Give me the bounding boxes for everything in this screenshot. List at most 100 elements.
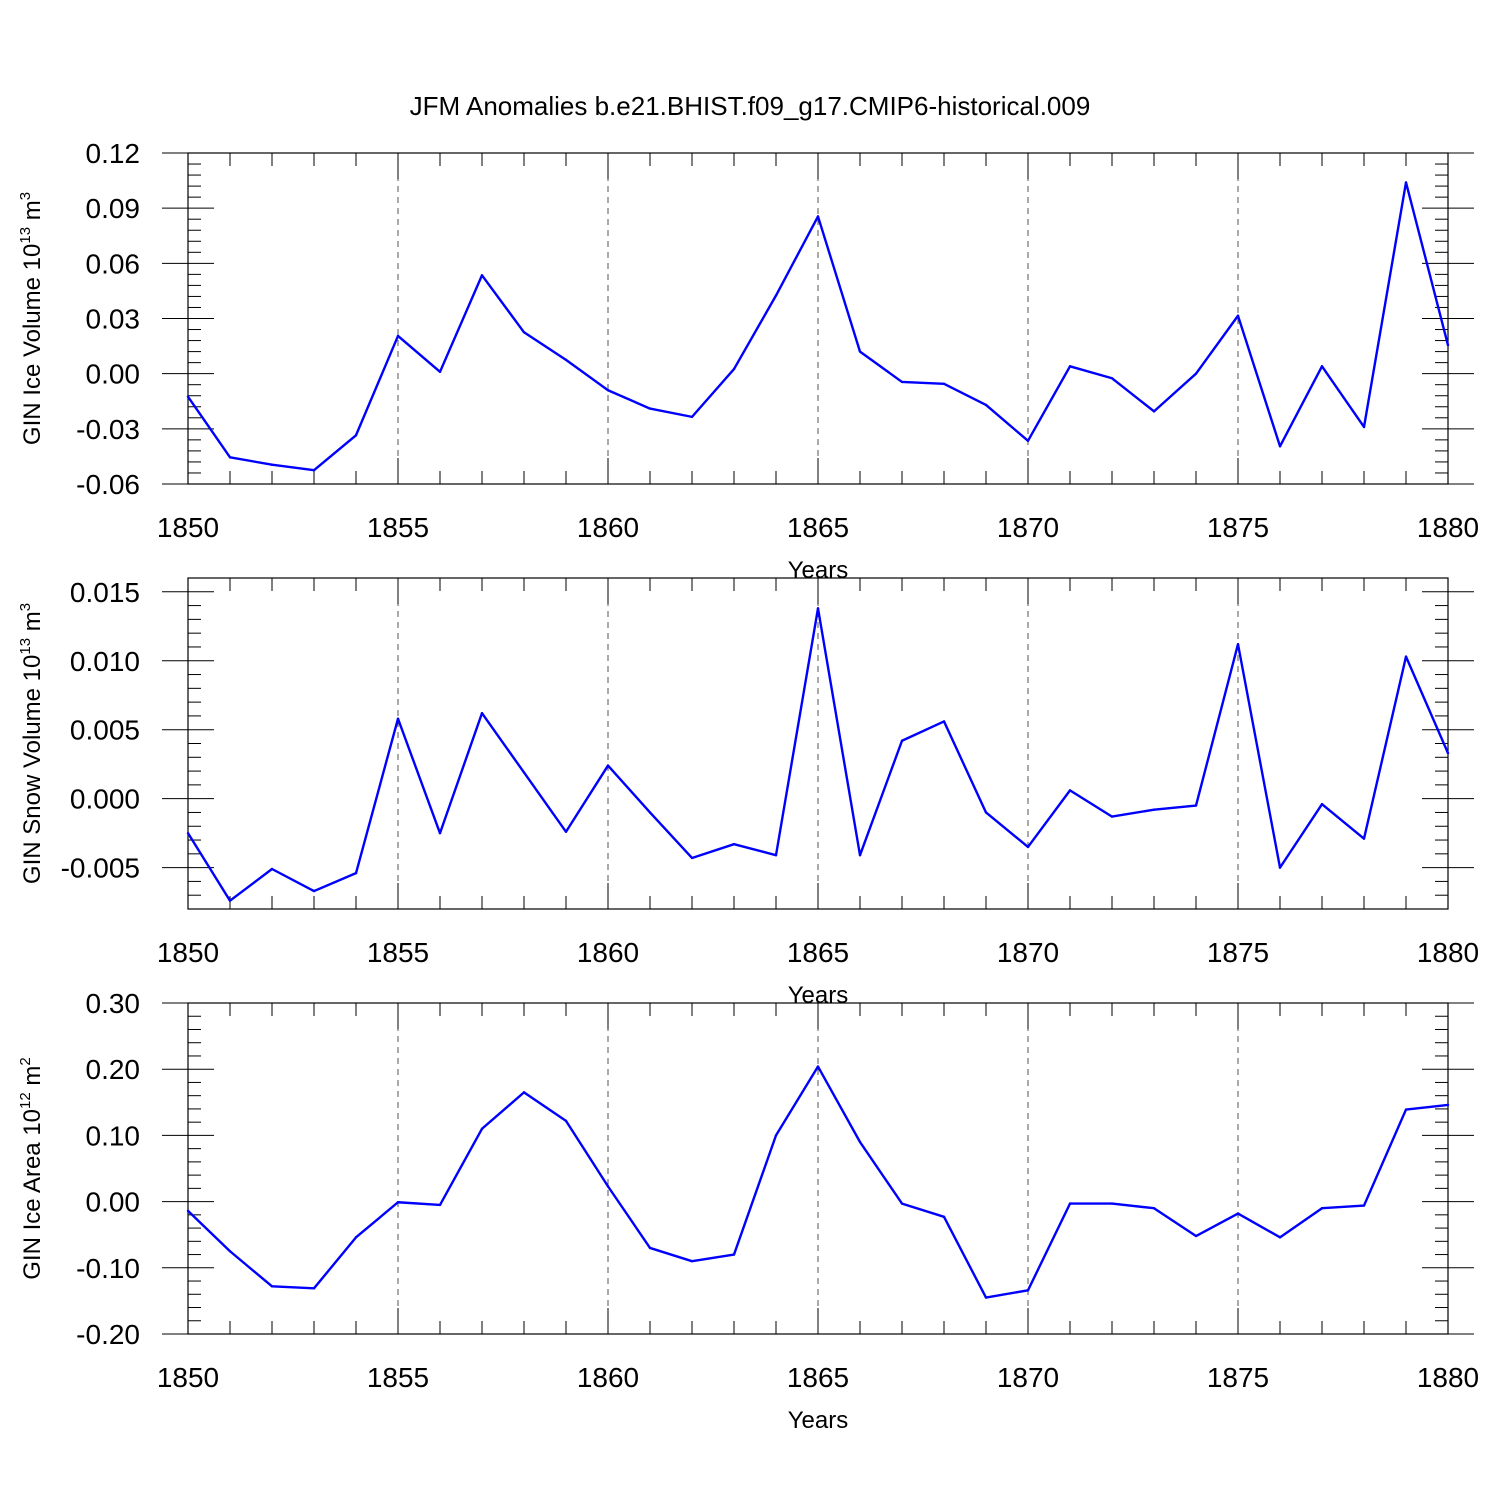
data-point	[1404, 1108, 1408, 1111]
data-point	[1152, 1207, 1156, 1210]
data-point	[774, 1134, 778, 1137]
data-point	[732, 1253, 736, 1256]
y-tick-label: 0.00	[86, 359, 141, 390]
y-tick-label: 0.20	[86, 1054, 141, 1085]
y-tick-label: 0.10	[86, 1120, 141, 1151]
data-point	[1404, 655, 1408, 658]
data-point	[606, 389, 610, 392]
data-point	[1446, 343, 1450, 347]
data-point	[1194, 372, 1198, 375]
y-axis-title: GIN Snow Volume 1013 m3	[17, 603, 46, 884]
y-axis-title-superscript: 3	[17, 603, 34, 611]
data-point	[1446, 1103, 1450, 1107]
data-point	[270, 867, 274, 871]
y-axis-title-superscript: 12	[17, 1092, 34, 1109]
data-point	[354, 1236, 358, 1239]
figure-title: JFM Anomalies b.e21.BHIST.f09_g17.CMIP6-…	[410, 91, 1091, 121]
data-point	[564, 358, 568, 362]
data-point	[438, 370, 442, 374]
x-tick-label: 1860	[577, 512, 639, 543]
data-point	[1236, 314, 1240, 317]
data-point	[942, 720, 946, 723]
x-tick-label: 1855	[367, 1362, 429, 1393]
data-point	[270, 463, 274, 466]
data-point	[396, 717, 400, 720]
y-tick-label: -0.06	[76, 469, 140, 500]
data-point	[690, 1259, 694, 1263]
data-point	[1320, 1207, 1324, 1210]
data-point	[732, 367, 736, 371]
data-point	[1194, 804, 1198, 807]
y-tick-label: -0.20	[76, 1319, 140, 1350]
data-point	[606, 764, 610, 767]
data-point	[354, 871, 358, 875]
data-point	[774, 294, 778, 297]
x-tick-label: 1860	[577, 937, 639, 968]
x-tick-label: 1875	[1207, 937, 1269, 968]
data-point	[270, 1285, 274, 1288]
data-point	[942, 382, 946, 385]
data-point	[1278, 866, 1282, 869]
data-point	[858, 350, 862, 353]
x-tick-label: 1865	[787, 1362, 849, 1393]
data-point	[648, 1246, 652, 1250]
data-point	[228, 456, 232, 459]
data-point	[1320, 365, 1324, 368]
data-point	[564, 830, 568, 833]
data-point	[1362, 1204, 1366, 1207]
y-tick-label: -0.005	[61, 853, 140, 884]
data-point	[186, 395, 190, 398]
y-axis-title: GIN Ice Area 1012 m2	[17, 1057, 46, 1279]
data-point	[1026, 1289, 1030, 1292]
data-point	[354, 434, 358, 437]
x-tick-label: 1880	[1417, 512, 1479, 543]
data-point	[522, 331, 526, 334]
y-tick-label: -0.03	[76, 414, 140, 445]
panel-1: -0.06 -0.03 0.00 0.03 0.06 0.09 0.12 1850 1855 18…	[17, 138, 1479, 584]
y-tick-label: 0.03	[86, 304, 141, 335]
x-axis-title: Years	[788, 1407, 849, 1434]
data-point	[1110, 377, 1114, 380]
x-tick-label: 1850	[157, 937, 219, 968]
data-point	[186, 831, 190, 835]
data-point	[522, 1091, 526, 1094]
data-point	[648, 811, 652, 814]
x-tick-label: 1880	[1417, 937, 1479, 968]
data-point	[648, 407, 652, 410]
y-tick-label: 0.00	[86, 1187, 141, 1218]
data-point	[312, 889, 316, 893]
data-point	[1068, 789, 1072, 792]
x-tick-label: 1850	[157, 512, 219, 543]
panel-2: -0.005 0.000 0.005 0.010 0.015 1850 1855 1860 18…	[17, 577, 1479, 1009]
y-axis-title-superscript: 2	[17, 1057, 34, 1065]
data-point	[984, 403, 988, 407]
y-axis-title-part: m	[19, 611, 46, 638]
data-point	[480, 711, 484, 715]
data-point	[480, 274, 484, 277]
data-point	[858, 854, 862, 857]
data-point	[816, 1065, 820, 1068]
y-tick-label: 0.015	[70, 577, 140, 608]
data-point	[1362, 837, 1366, 840]
data-point	[1026, 845, 1030, 849]
data-point	[1110, 815, 1114, 818]
series-line	[187, 181, 1450, 472]
data-point	[396, 334, 400, 338]
y-axis-title-part: GIN Ice Area 10	[19, 1109, 46, 1280]
y-tick-label: 0.06	[86, 248, 141, 279]
x-tick-label: 1855	[367, 512, 429, 543]
data-point	[1362, 425, 1366, 429]
data-point	[816, 607, 820, 610]
x-tick-label: 1855	[367, 937, 429, 968]
x-tick-label: 1850	[157, 1362, 219, 1393]
y-axis-title-superscript: 13	[17, 638, 34, 655]
data-point	[1026, 439, 1030, 442]
data-point	[1194, 1234, 1198, 1238]
data-point	[690, 415, 694, 419]
data-point	[1110, 1202, 1114, 1205]
data-point	[900, 380, 904, 384]
data-point	[228, 1250, 232, 1253]
data-point	[396, 1201, 400, 1204]
data-point	[1446, 751, 1450, 755]
